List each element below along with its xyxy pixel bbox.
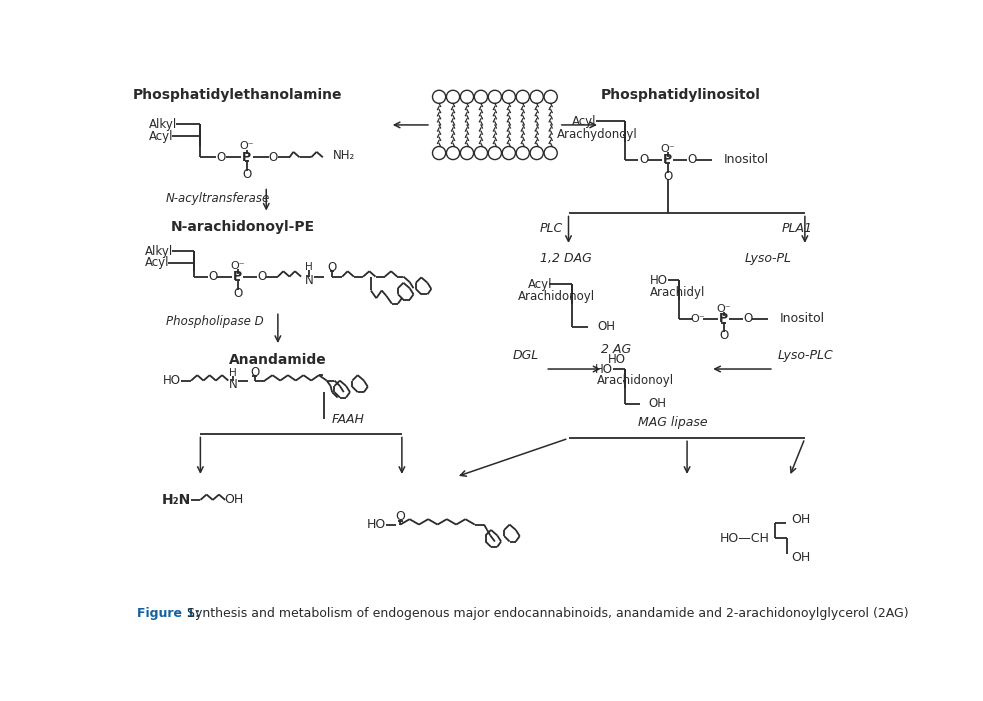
Text: Inositol: Inositol	[723, 153, 769, 166]
Text: OH: OH	[649, 397, 666, 410]
Text: O: O	[743, 313, 752, 325]
Text: Lyso-PL: Lyso-PL	[744, 252, 791, 265]
Text: O: O	[257, 270, 266, 283]
Text: MAG lipase: MAG lipase	[638, 416, 708, 430]
Text: PLA1: PLA1	[781, 222, 813, 236]
Text: P: P	[664, 153, 672, 166]
Text: Alkyl: Alkyl	[148, 118, 177, 130]
Text: O⁻: O⁻	[717, 304, 730, 314]
Text: OH: OH	[224, 494, 244, 506]
Text: N-acyltransferase: N-acyltransferase	[165, 191, 269, 205]
Text: O⁻: O⁻	[230, 261, 245, 271]
Text: HO: HO	[367, 518, 386, 531]
Text: O: O	[719, 329, 728, 342]
Text: Inositol: Inositol	[781, 313, 825, 325]
Text: OH: OH	[791, 551, 810, 564]
Text: O⁻: O⁻	[240, 142, 255, 151]
Text: N-arachidonoyl-PE: N-arachidonoyl-PE	[171, 220, 316, 234]
Text: O⁻: O⁻	[661, 144, 675, 154]
Text: Lyso-PLC: Lyso-PLC	[778, 348, 834, 362]
Text: O: O	[268, 151, 278, 164]
Text: Acyl: Acyl	[148, 130, 173, 143]
Text: HO: HO	[650, 274, 668, 287]
Text: OH: OH	[598, 320, 615, 333]
Text: FAAH: FAAH	[332, 413, 365, 426]
Text: N: N	[305, 274, 314, 287]
Text: P: P	[719, 313, 728, 325]
Text: Figure 1:: Figure 1:	[137, 607, 200, 620]
Text: Anandamide: Anandamide	[229, 353, 326, 367]
Text: 2 AG: 2 AG	[602, 343, 632, 356]
Text: Phosphatidylinositol: Phosphatidylinositol	[601, 88, 761, 102]
Text: Arachidonoyl: Arachidonoyl	[598, 374, 674, 387]
Text: HO: HO	[163, 374, 181, 387]
Text: HO: HO	[607, 353, 625, 367]
Text: Phospholipase D: Phospholipase D	[165, 315, 263, 328]
Text: Acyl: Acyl	[145, 257, 169, 269]
Text: O: O	[327, 261, 337, 274]
Text: O: O	[664, 170, 672, 183]
Text: O⁻: O⁻	[691, 314, 705, 324]
Text: O: O	[395, 510, 405, 524]
Text: O: O	[216, 151, 225, 164]
Text: Acyl: Acyl	[528, 278, 551, 291]
Text: Arachydonoyl: Arachydonoyl	[557, 128, 638, 142]
Text: P: P	[243, 151, 252, 164]
Text: H₂N: H₂N	[162, 493, 191, 507]
Text: O: O	[233, 287, 242, 300]
Text: P: P	[233, 270, 242, 283]
Text: HO—CH: HO—CH	[721, 532, 770, 545]
Text: Alkyl: Alkyl	[145, 245, 173, 258]
Text: Phosphatidylethanolamine: Phosphatidylethanolamine	[133, 88, 342, 102]
Text: HO: HO	[595, 362, 612, 376]
Text: PLC: PLC	[540, 222, 563, 236]
Text: NH₂: NH₂	[333, 149, 355, 162]
Text: Acyl: Acyl	[572, 114, 597, 128]
Text: O: O	[687, 153, 696, 166]
Text: H: H	[229, 368, 237, 378]
Text: H: H	[305, 262, 313, 273]
Text: O: O	[250, 366, 260, 379]
Text: Arachidyl: Arachidyl	[650, 285, 705, 299]
Text: N: N	[229, 378, 237, 391]
Text: DGL: DGL	[513, 348, 539, 362]
Text: OH: OH	[791, 512, 810, 526]
Text: Arachidonoyl: Arachidonoyl	[518, 290, 596, 303]
Text: O: O	[639, 153, 649, 166]
Text: O: O	[208, 270, 217, 283]
Text: O: O	[242, 168, 252, 182]
Text: Synthesis and metabolism of endogenous major endocannabinoids, anandamide and 2-: Synthesis and metabolism of endogenous m…	[183, 607, 909, 620]
Text: 1,2 DAG: 1,2 DAG	[540, 252, 592, 265]
